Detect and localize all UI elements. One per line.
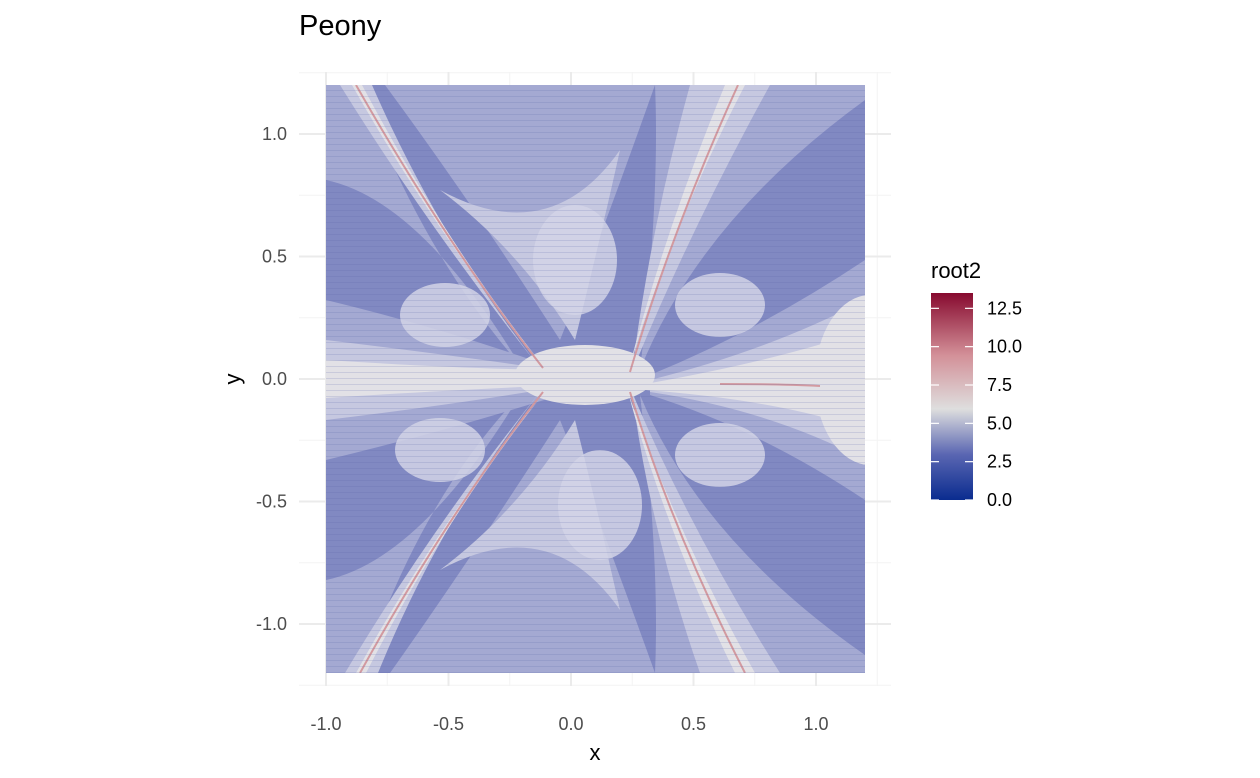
x-tick-label: -1.0 [310, 714, 341, 734]
heatmap-scanlines [326, 85, 865, 673]
x-tick-label: 0.0 [558, 714, 583, 734]
y-tick-label: 0.5 [262, 247, 287, 267]
legend-ticks: 12.5 10.0 7.5 5.0 2.5 0.0 [931, 298, 1022, 510]
x-tick-label: -0.5 [433, 714, 464, 734]
x-tick-label: 1.0 [803, 714, 828, 734]
x-axis-title: x [590, 740, 601, 765]
heatmap-panel [326, 85, 865, 673]
legend-title: root2 [931, 258, 981, 283]
legend-tick-label: 12.5 [987, 298, 1022, 318]
legend-tick-label: 2.5 [987, 452, 1012, 472]
y-axis-title: y [220, 374, 245, 385]
y-tick-label: 1.0 [262, 124, 287, 144]
x-axis-ticks: -1.0 -0.5 0.0 0.5 1.0 [310, 714, 828, 734]
y-tick-label: 0.0 [262, 369, 287, 389]
legend-tick-label: 10.0 [987, 337, 1022, 357]
x-tick-label: 0.5 [681, 714, 706, 734]
legend-colorbar [931, 293, 973, 500]
y-tick-label: -0.5 [256, 492, 287, 512]
y-axis-ticks: 1.0 0.5 0.0 -0.5 -1.0 [256, 124, 287, 634]
legend-tick-label: 0.0 [987, 490, 1012, 510]
y-tick-label: -1.0 [256, 614, 287, 634]
chart-title: Peony [299, 10, 382, 42]
legend-tick-label: 7.5 [987, 375, 1012, 395]
legend-tick-label: 5.0 [987, 413, 1012, 433]
